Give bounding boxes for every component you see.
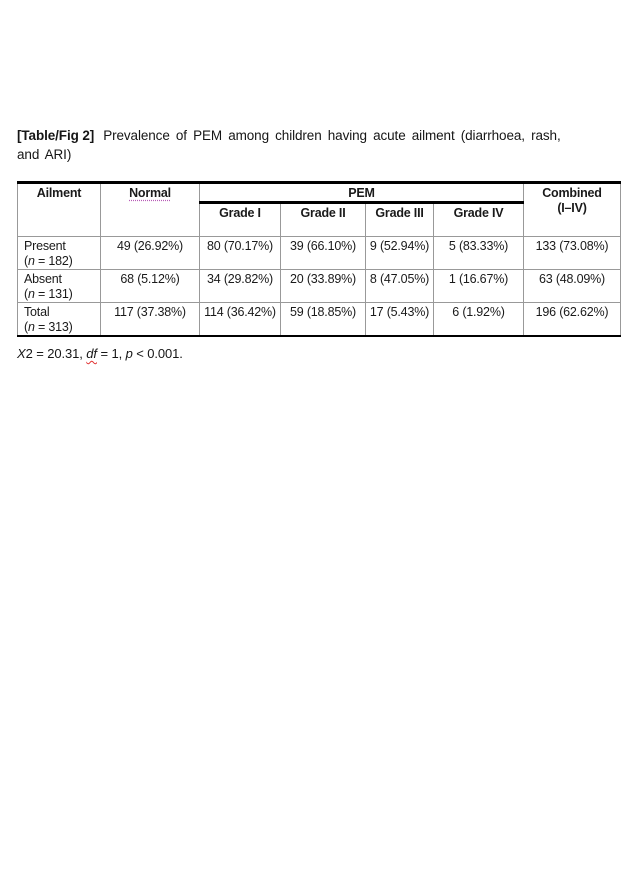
header-normal: Normal: [100, 182, 200, 237]
header-grade-iv: Grade IV: [433, 202, 524, 237]
data-cell: 63 (48.09%): [523, 269, 621, 303]
header-combined-title: Combined: [542, 186, 602, 200]
header-combined-range: (I–IV): [557, 201, 587, 215]
data-cell: 1 (16.67%): [433, 269, 524, 303]
header-grade-i: Grade I: [199, 202, 281, 237]
data-cell: 9 (52.94%): [365, 236, 434, 270]
row-label-title: Absent: [24, 272, 62, 286]
data-cell: 5 (83.33%): [433, 236, 524, 270]
table-caption-label: [Table/Fig 2]: [17, 128, 95, 143]
header-combined: Combined (I–IV): [523, 182, 621, 237]
data-cell: 34 (29.82%): [199, 269, 281, 303]
table-caption: [Table/Fig 2] Prevalence of PEM among chi…: [17, 126, 615, 164]
header-pem: PEM: [199, 182, 524, 204]
data-cell: 39 (66.10%): [280, 236, 366, 270]
row-label-title: Total: [24, 305, 50, 319]
row-label-n: (n = 131): [24, 287, 73, 301]
row-label-n: (n = 182): [24, 254, 73, 268]
header-grade-iii: Grade III: [365, 202, 434, 237]
data-cell: 133 (73.08%): [523, 236, 621, 270]
data-cell: 17 (5.43%): [365, 302, 434, 337]
pem-prevalence-table: Ailment Normal PEM Combined (I–IV) Grade…: [17, 181, 621, 337]
header-grade-ii: Grade II: [280, 202, 366, 237]
data-cell: 80 (70.17%): [199, 236, 281, 270]
data-cell: 20 (33.89%): [280, 269, 366, 303]
row-label-n: (n = 313): [24, 320, 73, 334]
table-caption-text-line2: and ARI): [17, 147, 72, 162]
header-row-grades: Grade I Grade II Grade III Grade IV: [18, 202, 621, 237]
header-ailment: Ailment: [17, 182, 101, 237]
table-row-total: Total (n = 313) 117 (37.38%) 114 (36.42%…: [17, 302, 621, 337]
chi-square-footnote: X2 = 20.31, df = 1, p < 0.001.: [17, 346, 183, 361]
row-label: Total (n = 313): [17, 302, 101, 337]
data-cell: 117 (37.38%): [100, 302, 200, 337]
row-label-title: Present: [24, 239, 66, 253]
data-cell: 114 (36.42%): [199, 302, 281, 337]
row-label: Present (n = 182): [17, 236, 101, 270]
table-row-present: Present (n = 182) 49 (26.92%) 80 (70.17%…: [17, 236, 621, 270]
header-row-top: Ailment Normal PEM Combined (I–IV): [17, 182, 621, 237]
row-label: Absent (n = 131): [17, 269, 101, 303]
data-cell: 8 (47.05%): [365, 269, 434, 303]
data-cell: 68 (5.12%): [100, 269, 200, 303]
header-normal-label: Normal: [129, 186, 171, 200]
data-cell: 196 (62.62%): [523, 302, 621, 337]
data-cell: 49 (26.92%): [100, 236, 200, 270]
data-cell: 6 (1.92%): [433, 302, 524, 337]
data-cell: 59 (18.85%): [280, 302, 366, 337]
table-row-absent: Absent (n = 131) 68 (5.12%) 34 (29.82%) …: [17, 269, 621, 303]
table-caption-text-line1: Prevalence of PEM among children having …: [103, 128, 561, 143]
